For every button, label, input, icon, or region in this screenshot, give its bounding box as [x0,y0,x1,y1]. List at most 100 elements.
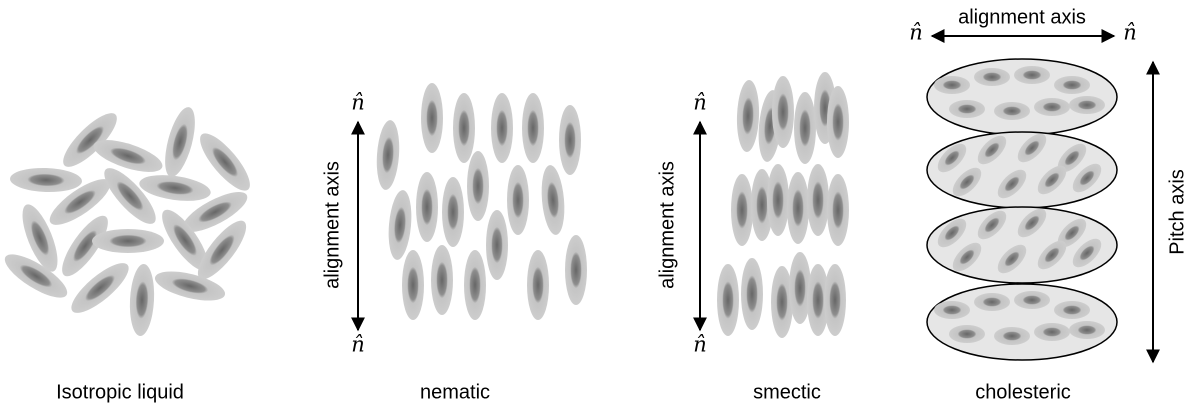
molecule [93,140,163,172]
molecule [1034,98,1070,116]
molecule [129,264,155,336]
molecule [937,218,967,248]
pitch-label: Pitch axis [1166,169,1188,255]
molecule [63,113,117,167]
axis-label: alignment axis [656,161,678,289]
molecule [1069,96,1105,114]
director: n̂ [351,333,365,357]
molecule [974,293,1010,311]
molecule [827,174,849,246]
molecule [1014,291,1050,309]
molecule [162,209,208,271]
axis-label: alignment axis [958,6,1086,28]
molecule [92,229,164,253]
molecule [771,266,793,338]
director: n̂ [1123,21,1137,45]
molecule [416,172,438,242]
molecule [1037,240,1067,270]
molecule [937,143,967,173]
molecule [197,220,247,280]
molecule [787,172,809,244]
molecule [10,167,82,193]
molecule [376,120,400,190]
molecules [4,58,1118,361]
molecule [402,250,424,320]
molecule [717,264,739,336]
molecule [139,175,211,201]
molecule [1057,143,1087,173]
molecule [507,165,529,235]
molecule [1072,163,1102,193]
molecule [62,215,108,277]
molecule [1037,165,1067,195]
caption: Isotropic liquid [56,381,184,403]
molecule [807,164,829,236]
molecule [997,169,1027,199]
molecule [952,242,982,272]
molecule [522,93,544,163]
molecule [794,92,816,164]
molecule [974,68,1010,86]
molecule [1014,66,1050,84]
caption: smectic [753,381,821,403]
molecule [565,235,587,305]
molecule [486,210,508,280]
axis-label: alignment axis [321,161,343,289]
molecule [22,204,58,272]
molecule [934,76,970,94]
molecule [741,258,763,330]
director: n̂ [693,333,707,357]
molecule [431,245,453,315]
molecule [453,93,475,163]
molecule [1017,133,1047,163]
molecule [182,192,248,232]
molecule [527,250,549,320]
molecule [977,210,1007,240]
molecule [491,93,513,163]
molecule [559,105,581,175]
molecule [827,86,849,158]
molecule [200,133,250,191]
molecule [977,135,1007,165]
molecule [1054,301,1090,319]
molecule [104,168,156,224]
molecule [949,100,985,118]
molecule [1054,76,1090,94]
molecule [934,301,970,319]
molecule [1017,208,1047,238]
molecule [736,80,760,152]
molecule [1072,238,1102,268]
caption: cholesteric [975,381,1071,403]
molecule [4,254,68,298]
director: n̂ [909,21,923,45]
molecule [1069,321,1105,339]
molecule [789,252,811,324]
molecule [541,165,565,235]
molecule [49,179,111,225]
molecule [994,102,1030,120]
molecule [388,190,412,260]
molecule [421,83,443,153]
molecule [824,264,846,336]
molecule [751,169,773,241]
molecule [165,107,195,177]
molecule [1034,323,1070,341]
caption: nematic [420,381,490,403]
molecule [1057,218,1087,248]
molecule [464,250,486,320]
molecule [772,76,794,148]
director: n̂ [351,91,365,115]
molecule [731,174,753,246]
molecule [467,151,489,221]
molecule [154,271,226,301]
molecule [442,177,464,247]
molecule [952,167,982,197]
molecule [994,327,1030,345]
molecule [997,244,1027,274]
director: n̂ [693,91,707,115]
molecule [807,264,829,336]
molecule [767,164,789,236]
molecule [71,263,129,313]
molecule [949,325,985,343]
